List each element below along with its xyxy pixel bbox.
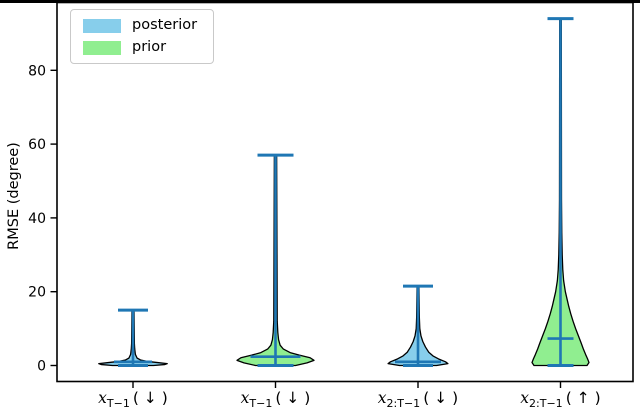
x-tick-label-0: xT−1 ( ↓ ) bbox=[98, 389, 168, 411]
prior-color-swatch bbox=[83, 40, 121, 55]
posterior-label: posterior bbox=[132, 17, 198, 33]
posterior-color-swatch bbox=[83, 18, 121, 33]
axes-frame bbox=[56, 1, 634, 383]
x-tick-label-2: x2:T−1 ( ↓ ) bbox=[377, 389, 459, 411]
legend-entry-prior: prior bbox=[83, 40, 197, 55]
y-tick-label: 40 bbox=[28, 211, 46, 227]
x-tick-label-1: xT−1 ( ↓ ) bbox=[240, 389, 311, 411]
prior-label: prior bbox=[132, 39, 167, 55]
y-tick-label: 0 bbox=[37, 359, 46, 375]
y-tick-label: 20 bbox=[28, 285, 46, 301]
x-tick-label-3: x2:T−1 ( ↑ ) bbox=[520, 389, 601, 411]
legend: posterior prior bbox=[70, 9, 215, 64]
y-tick-label: 80 bbox=[28, 63, 46, 79]
y-tick-label: 60 bbox=[28, 137, 46, 153]
y-axis-label: RMSE (degree) bbox=[6, 142, 22, 250]
legend-entry-posterior: posterior bbox=[83, 18, 197, 33]
